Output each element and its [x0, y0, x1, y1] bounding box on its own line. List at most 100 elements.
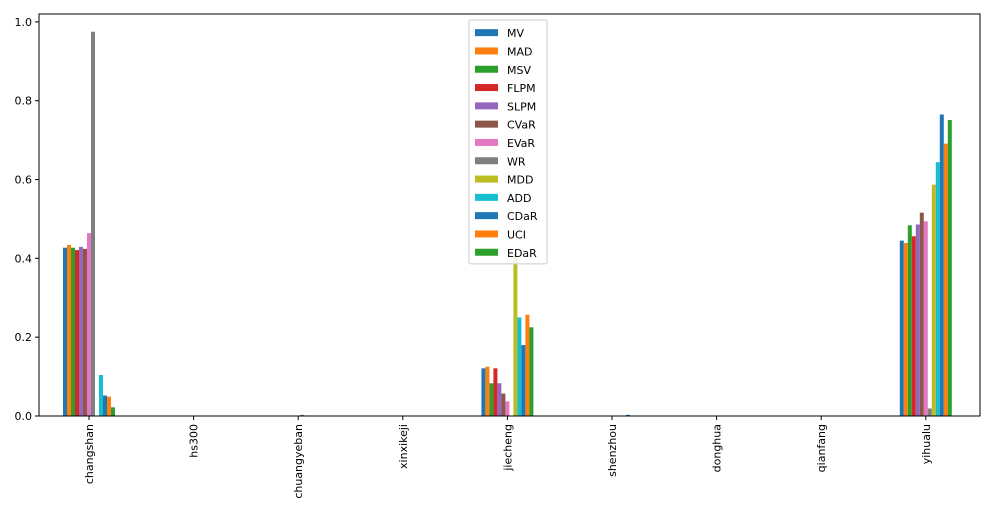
- legend-label: MV: [507, 27, 524, 40]
- y-tick-label: 0.4: [15, 252, 33, 265]
- bar-add-jiecheng: [517, 317, 522, 416]
- legend-item-cdar: CDaR: [475, 210, 538, 223]
- legend-item-mad: MAD: [475, 45, 533, 58]
- legend-item-add: ADD: [475, 192, 531, 205]
- legend-item-uci: UCI: [475, 228, 526, 241]
- legend-item-cvar: CVaR: [475, 119, 536, 132]
- legend-swatch: [475, 175, 498, 183]
- legend-item-mdd: MDD: [475, 174, 533, 187]
- legend-label: UCI: [507, 228, 526, 241]
- bar-cdar-changshan: [103, 395, 107, 416]
- bar-msv-jiecheng: [489, 383, 494, 416]
- bar-slpm-jiecheng: [497, 383, 502, 416]
- bar-mad-changshan: [67, 244, 71, 416]
- bar-edar-changshan: [111, 407, 115, 416]
- bar-mv-yihualu: [899, 240, 904, 416]
- bar-flpm-jiecheng: [493, 368, 498, 416]
- legend-swatch: [475, 138, 498, 146]
- x-tick-label: yihualu: [920, 424, 933, 464]
- legend-swatch: [475, 248, 498, 256]
- bar-evar-jiecheng: [505, 401, 510, 416]
- bar-mv-changshan: [63, 247, 67, 416]
- legend-label: MAD: [507, 45, 533, 58]
- bar-cdar-jiecheng: [521, 345, 526, 416]
- legend-item-flpm: FLPM: [475, 82, 536, 95]
- bar-edar-yihualu: [947, 120, 952, 417]
- bar-wr-yihualu: [927, 408, 932, 416]
- legend-swatch: [475, 47, 498, 55]
- legend-label: EDaR: [507, 247, 537, 260]
- x-tick-label: chuangyeban: [292, 424, 305, 499]
- legend-label: FLPM: [507, 82, 536, 95]
- legend: MV MAD MSV FLPM SLPM CVaR EVaR WR MDD ADD CDaR UCI E…: [468, 19, 548, 265]
- x-tick-label: shenzhou: [606, 424, 619, 477]
- bar-flpm-yihualu: [911, 236, 916, 416]
- y-tick-label: 0.0: [15, 410, 33, 423]
- bar-mdd-yihualu: [931, 184, 936, 416]
- legend-swatch: [475, 212, 498, 220]
- bar-evar-yihualu: [923, 221, 928, 416]
- bar-cdar-shenzhou: [626, 414, 630, 416]
- legend-label: WR: [507, 155, 526, 168]
- bar-flpm-changshan: [75, 250, 79, 416]
- bar-wr-changshan: [91, 31, 95, 417]
- legend-swatch: [475, 102, 498, 110]
- legend-swatch: [475, 193, 498, 201]
- bars-layer: [63, 31, 952, 417]
- legend-swatch: [475, 65, 498, 73]
- legend-item-edar: EDaR: [475, 247, 537, 260]
- bar-msv-yihualu: [907, 225, 912, 416]
- legend-swatch: [475, 230, 498, 238]
- legend-label: ADD: [507, 192, 531, 205]
- x-tick-label: donghua: [711, 424, 724, 472]
- legend-item-slpm: SLPM: [475, 100, 536, 113]
- bar-cdar-yihualu: [939, 114, 944, 416]
- legend-box: [468, 19, 548, 265]
- legend-item-mv: MV: [475, 27, 524, 40]
- x-tick-label: jiecheng: [501, 424, 514, 472]
- legend-item-evar: EVaR: [475, 137, 535, 150]
- y-tick-label: 0.8: [15, 95, 33, 108]
- legend-label: CDaR: [507, 210, 538, 223]
- legend-swatch: [475, 157, 498, 165]
- legend-label: CVaR: [507, 119, 536, 132]
- bar-cvar-changshan: [83, 248, 87, 416]
- bar-mad-jiecheng: [485, 366, 490, 416]
- y-tick-label: 1.0: [15, 16, 33, 29]
- legend-label: MDD: [507, 174, 533, 187]
- legend-item-msv: MSV: [475, 64, 531, 77]
- bar-msv-changshan: [71, 247, 75, 416]
- x-tick-label: qianfang: [815, 424, 828, 472]
- bar-slpm-yihualu: [915, 224, 920, 416]
- bar-slpm-changshan: [79, 246, 83, 416]
- bar-mdd-jiecheng: [513, 253, 518, 416]
- y-axis: 0.0 0.2 0.4 0.6 0.8 1.0: [15, 16, 39, 423]
- legend-swatch: [475, 29, 498, 37]
- y-tick-label: 0.2: [15, 331, 33, 344]
- bar-add-changshan: [99, 375, 103, 416]
- x-tick-label: hs300: [188, 424, 201, 458]
- bar-uci-jiecheng: [525, 314, 530, 416]
- legend-item-wr: WR: [475, 155, 526, 168]
- bar-mv-jiecheng: [481, 368, 486, 416]
- bar-edar-jiecheng: [529, 327, 534, 416]
- legend-swatch: [475, 120, 498, 128]
- bar-add-yihualu: [935, 162, 940, 416]
- bar-cvar-jiecheng: [501, 393, 506, 416]
- bar-wr-chuangyeban: [300, 414, 305, 416]
- bar-uci-changshan: [107, 396, 111, 416]
- x-tick-label: changshan: [83, 424, 96, 484]
- bar-uci-yihualu: [943, 143, 948, 416]
- x-axis: changshan hs300 chuangyeban xinxikeji jieche…: [83, 416, 933, 499]
- bar-cvar-yihualu: [919, 212, 924, 416]
- bar-evar-changshan: [87, 233, 91, 416]
- legend-label: MSV: [507, 64, 531, 77]
- legend-label: SLPM: [507, 100, 536, 113]
- legend-swatch: [475, 84, 498, 92]
- bar-mad-yihualu: [903, 242, 908, 416]
- x-tick-label: xinxikeji: [397, 424, 410, 469]
- y-tick-label: 0.6: [15, 174, 33, 187]
- legend-label: EVaR: [507, 137, 535, 150]
- plot-frame: [38, 13, 981, 417]
